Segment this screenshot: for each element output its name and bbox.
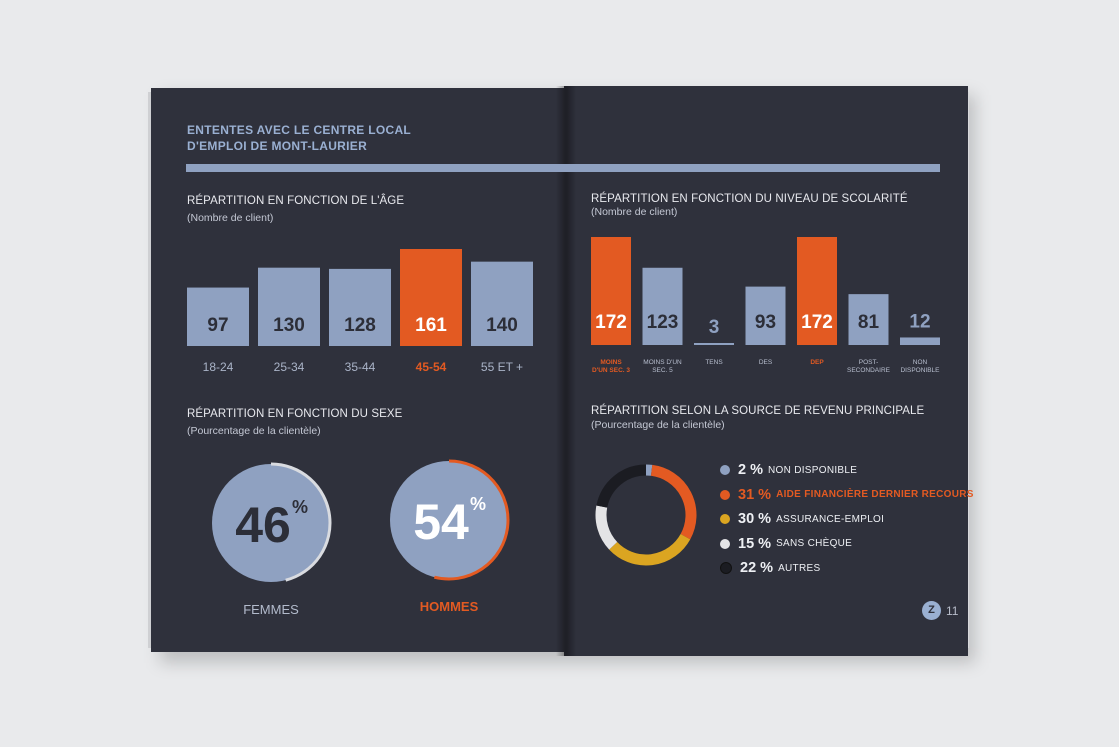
school-category-label: DISPONIBLE: [900, 367, 940, 374]
page-number: 11: [946, 604, 959, 618]
school-bar-value: 93: [755, 312, 776, 333]
income-donut-segment: [595, 505, 618, 550]
age-category-label: 45-54: [416, 360, 447, 374]
brand-logo: Z: [922, 601, 941, 620]
school-category-label: TENS: [705, 359, 723, 366]
school-bar-value: 3: [709, 317, 720, 338]
age-bar: [400, 249, 462, 346]
sex-donut-charts: 46 % FEMMES 54 % HOMMES: [212, 459, 510, 617]
income-donut-segment: [609, 533, 691, 566]
age-category-label: 25-34: [274, 360, 305, 374]
age-chart-subtitle: (Nombre de client): [187, 212, 274, 224]
school-bar: [900, 337, 940, 345]
school-bar-value: 12: [909, 311, 930, 332]
school-category-label: MOINS D'UN: [643, 359, 682, 366]
legend-percent: 30 %: [738, 511, 772, 527]
age-category-label: 55 ET +: [481, 360, 523, 374]
sex-chart-title: RÉPARTITION EN FONCTION DU SEXE: [187, 408, 403, 420]
income-donut-segment: [596, 464, 647, 508]
legend-label: NON DISPONIBLE: [768, 464, 858, 476]
school-category-label: MOINS: [600, 359, 622, 366]
sex-category-label: HOMMES: [420, 599, 479, 614]
section-title-line1: ENTENTES AVEC LE CENTRE LOCAL: [187, 123, 412, 137]
age-category-label: 35-44: [345, 360, 376, 374]
sex-percent-value: 54: [413, 494, 469, 550]
book-spine: [556, 86, 576, 656]
age-bar-value: 128: [344, 315, 376, 336]
legend-percent: 15 %: [738, 535, 772, 552]
income-chart-title: RÉPARTITION SELON LA SOURCE DE REVENU PR…: [591, 405, 925, 417]
school-bar-value: 123: [647, 312, 679, 333]
legend-dot-icon: [720, 514, 730, 524]
school-category-label: SECONDAIRE: [847, 367, 891, 374]
school-bar: [642, 267, 683, 345]
age-chart-title: RÉPARTITION EN FONCTION DE L'ÂGE: [187, 195, 405, 207]
age-bar-value: 130: [273, 315, 305, 336]
age-bar-value: 161: [415, 315, 447, 336]
sex-chart-subtitle: (Pourcentage de la clientèle): [187, 425, 321, 437]
sex-percent-sign: %: [292, 497, 308, 517]
income-donut-chart: [595, 464, 697, 566]
legend-dot-icon: [720, 538, 730, 549]
section-title-rule: [186, 164, 940, 172]
legend-label: ASSURANCE-EMPLOI: [776, 513, 885, 525]
school-category-label: POST-: [859, 359, 879, 366]
income-donut-segment: [650, 464, 697, 540]
sex-donut-disc: [390, 461, 508, 579]
school-chart-title: RÉPARTITION EN FONCTION DU NIVEAU DE SCO…: [591, 193, 908, 205]
sex-category-label: FEMMES: [243, 602, 299, 617]
page-edge-left: [148, 92, 152, 648]
legend-label: SANS CHÈQUE: [776, 538, 853, 549]
age-bar-chart: 97 18-24 130 25-34 128 35-44 161 45-54 140 55 ET …: [187, 249, 533, 374]
left-page: [151, 88, 568, 652]
sex-percent-sign: %: [470, 494, 486, 514]
legend-label: AIDE FINANCIÈRE DERNIER RECOURS: [776, 489, 974, 500]
legend-dot-icon: [720, 465, 730, 475]
section-title-line2: D'EMPLOI DE MONT-LAURIER: [187, 139, 368, 153]
legend-dot-icon: [720, 489, 730, 500]
income-legend-item: 31 % AIDE FINANCIÈRE DERNIER RECOURS: [720, 485, 974, 505]
school-bar: [745, 286, 786, 345]
age-bar: [329, 268, 391, 346]
school-bar-value: 172: [801, 312, 833, 333]
school-category-label: D'UN SEC. 3: [592, 367, 630, 374]
income-legend-item: 22 % AUTRES: [720, 558, 820, 578]
income-chart-subtitle: (Pourcentage de la clientèle): [591, 419, 725, 431]
school-bar-value: 81: [858, 312, 880, 333]
school-chart-subtitle: (Nombre de client): [591, 206, 678, 218]
legend-percent: 2 %: [738, 462, 763, 478]
school-category-label: DES: [759, 359, 773, 366]
age-bar-value: 140: [486, 315, 518, 336]
school-bar-value: 172: [595, 312, 627, 333]
age-bar: [187, 287, 249, 346]
age-category-label: 18-24: [203, 360, 234, 374]
sex-donut-arc: [433, 459, 510, 581]
school-category-label: DEP: [810, 359, 824, 366]
school-category-label: NON: [913, 359, 928, 366]
legend-percent: 22 %: [740, 560, 774, 576]
age-bar: [471, 261, 533, 346]
school-bar: [797, 237, 837, 345]
income-legend-item: 15 % SANS CHÈQUE: [720, 534, 852, 554]
age-bar-value: 97: [207, 315, 228, 336]
age-bar: [258, 267, 320, 346]
school-bar: [694, 343, 734, 345]
income-legend-item: 2 % NON DISPONIBLE: [720, 460, 857, 480]
school-bar: [591, 237, 631, 345]
sex-donut-disc: [212, 464, 330, 582]
sex-donut-arc: [270, 462, 332, 582]
school-category-label: SEC. 5: [652, 367, 673, 374]
school-bar: [848, 294, 889, 345]
sex-percent-value: 46: [235, 497, 291, 553]
legend-percent: 31 %: [738, 486, 772, 503]
section-title: ENTENTES AVEC LE CENTRE LOCAL D'EMPLOI D…: [187, 122, 447, 154]
legend-label: AUTRES: [778, 562, 821, 574]
legend-dot-icon: [720, 562, 732, 574]
income-legend-item: 30 % ASSURANCE-EMPLOI: [720, 509, 884, 529]
